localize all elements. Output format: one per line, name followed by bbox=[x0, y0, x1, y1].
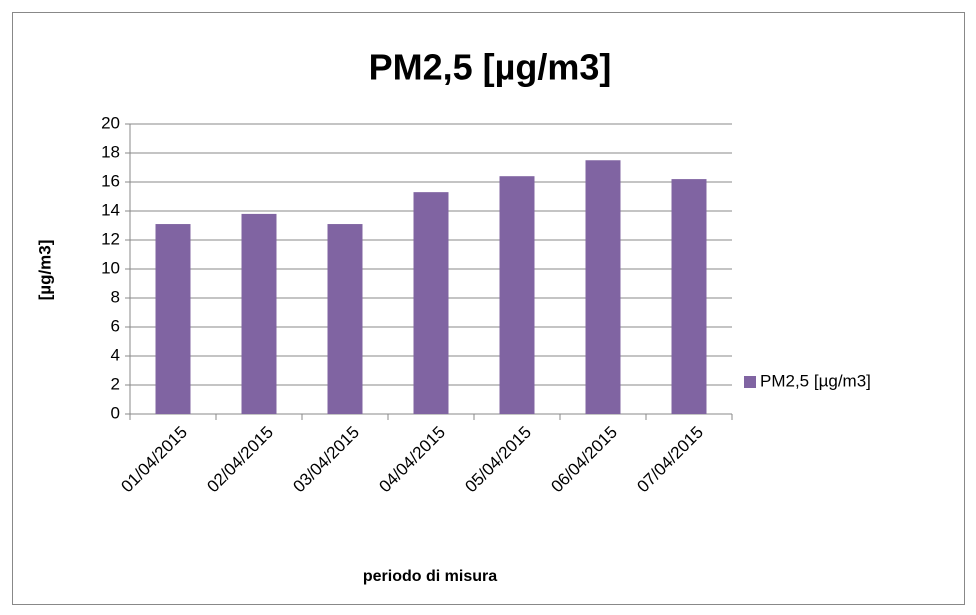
chart-title: PM2,5 [µg/m3] bbox=[369, 47, 612, 88]
y-tick-label: 2 bbox=[111, 374, 120, 393]
y-tick-label: 12 bbox=[101, 229, 120, 248]
y-tick-label: 18 bbox=[101, 142, 120, 161]
legend-swatch bbox=[744, 376, 756, 388]
bar bbox=[155, 224, 191, 414]
bar bbox=[413, 192, 449, 414]
y-tick-label: 10 bbox=[101, 258, 120, 277]
legend-label: PM2,5 [µg/m3] bbox=[760, 371, 871, 390]
y-tick-label: 20 bbox=[101, 113, 120, 132]
y-tick-label: 4 bbox=[111, 345, 120, 364]
bar bbox=[241, 213, 277, 414]
bar bbox=[327, 224, 363, 414]
bar bbox=[585, 160, 621, 414]
bar bbox=[499, 176, 535, 414]
y-tick-label: 0 bbox=[111, 403, 120, 422]
y-axis-label: [µg/m3] bbox=[35, 240, 54, 301]
bar bbox=[671, 179, 707, 414]
chart-frame bbox=[12, 12, 965, 605]
y-tick-label: 6 bbox=[111, 316, 120, 335]
y-tick-label: 8 bbox=[111, 287, 120, 306]
y-tick-label: 14 bbox=[101, 200, 120, 219]
y-tick-label: 16 bbox=[101, 171, 120, 190]
x-axis-label: periodo di misura bbox=[363, 568, 497, 585]
